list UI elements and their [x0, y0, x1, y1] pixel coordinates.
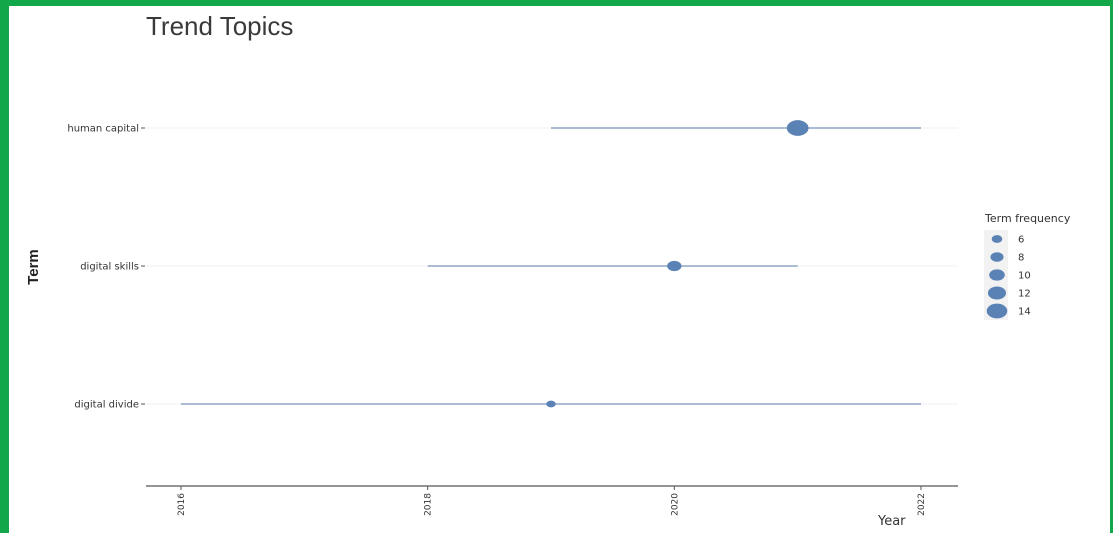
y-tick-label: digital skills [80, 262, 139, 273]
y-axis-ticks: human capital digital skills digital divid… [67, 124, 145, 411]
term-points [546, 120, 809, 408]
x-tick-label: 2022 [917, 493, 927, 516]
legend-label: 8 [1018, 253, 1024, 264]
term-point [546, 400, 556, 408]
legend-size-key [990, 252, 1004, 262]
x-axis-label: Year [877, 514, 906, 529]
x-tick-label: 2018 [424, 493, 434, 516]
legend-label: 14 [1018, 307, 1031, 318]
y-axis-label: Term [25, 249, 42, 285]
legend: Term frequency 6 8 10 12 14 [984, 212, 1071, 320]
y-tick-label: digital divide [74, 400, 139, 411]
term-point [786, 120, 809, 136]
legend-label: 6 [1018, 235, 1024, 246]
legend-label: 12 [1018, 289, 1031, 300]
y-tick-label: human capital [67, 124, 139, 135]
legend-size-key [986, 303, 1008, 319]
legend-label: 10 [1018, 271, 1031, 282]
legend-size-key [987, 286, 1007, 300]
legend-size-key [991, 235, 1003, 243]
x-axis-ticks: 2016 2018 2020 2022 [177, 486, 927, 516]
x-tick-label: 2016 [177, 493, 187, 516]
x-tick-label: 2020 [670, 493, 680, 516]
chart-title: Trend Topics [146, 11, 293, 41]
term-point [667, 260, 682, 272]
legend-size-key [989, 269, 1005, 281]
legend-title: Term frequency [984, 212, 1071, 225]
